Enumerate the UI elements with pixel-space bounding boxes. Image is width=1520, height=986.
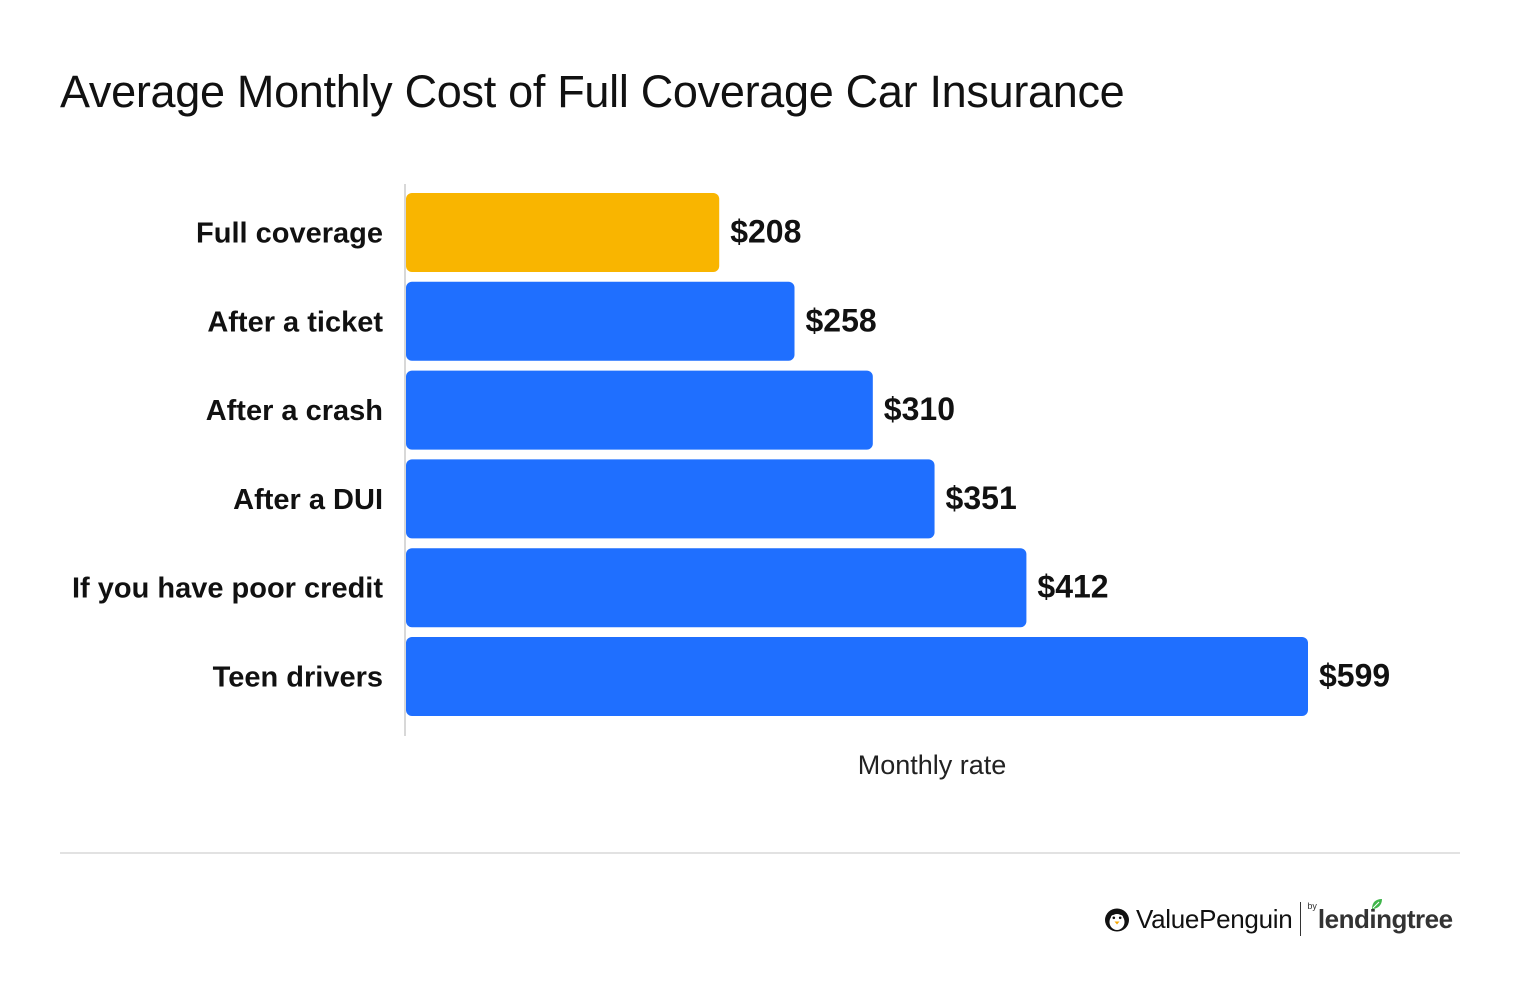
penguin-icon bbox=[1105, 908, 1129, 932]
value-label-2: $310 bbox=[884, 391, 955, 427]
category-label-2: After a crash bbox=[206, 395, 383, 427]
bar-5 bbox=[406, 637, 1308, 716]
value-labels: $208 $258 $310 $351 $412 $599 bbox=[730, 214, 1390, 694]
x-axis-title: Monthly rate bbox=[858, 750, 1007, 780]
category-labels: Full coverage After a ticket After a crash… bbox=[72, 218, 383, 694]
category-label-5: Teen drivers bbox=[213, 662, 383, 694]
bar-1 bbox=[406, 281, 795, 361]
value-label-0: $208 bbox=[730, 214, 801, 250]
bars-group bbox=[406, 193, 1308, 716]
brand-logo: ValuePenguin by lendingtree bbox=[1104, 897, 1453, 941]
brand-lendingtree: lendingtree bbox=[1317, 898, 1453, 935]
chart-title: Average Monthly Cost of Full Coverage Ca… bbox=[60, 66, 1125, 117]
value-label-4: $412 bbox=[1037, 569, 1108, 605]
value-label-5: $599 bbox=[1319, 658, 1390, 694]
bar-0 bbox=[406, 193, 720, 272]
value-label-1: $258 bbox=[806, 302, 877, 338]
brand-by: by bbox=[1307, 901, 1317, 911]
brand-separator bbox=[1300, 902, 1302, 936]
category-label-3: After a DUI bbox=[233, 484, 383, 516]
leaf-icon bbox=[1371, 898, 1382, 909]
category-label-4: If you have poor credit bbox=[72, 573, 383, 605]
category-label-1: After a ticket bbox=[207, 306, 383, 338]
value-label-3: $351 bbox=[946, 480, 1017, 516]
bar-4 bbox=[406, 548, 1027, 628]
brand-lendingtree-text: lendingtree bbox=[1317, 903, 1453, 934]
bar-2 bbox=[406, 370, 873, 450]
brand-valuepenguin: ValuePenguin bbox=[1136, 903, 1293, 934]
footer-divider bbox=[60, 852, 1460, 854]
category-label-0: Full coverage bbox=[196, 218, 383, 250]
bar-chart: Full coverage After a ticket After a crash… bbox=[72, 184, 1390, 780]
bar-3 bbox=[406, 459, 935, 539]
